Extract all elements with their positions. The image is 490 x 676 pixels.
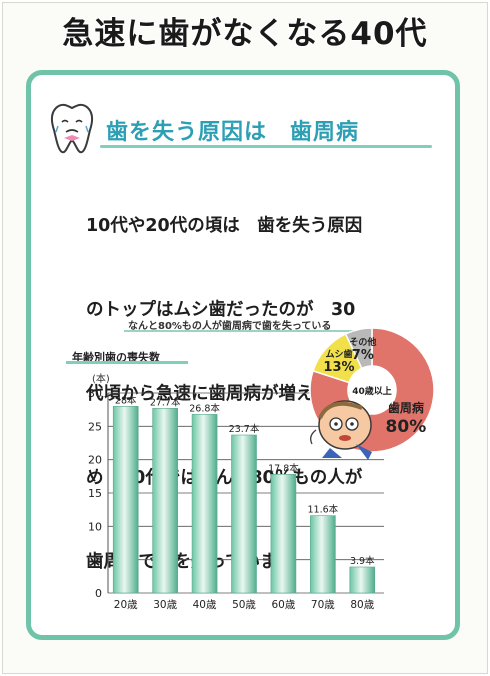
pie-slice	[344, 327, 373, 370]
pie-slice-value: 7%	[352, 348, 374, 363]
y-tick-label: 25	[88, 420, 102, 433]
y-tick-label: 0	[95, 587, 102, 600]
pie-slice-label: ムシ歯	[325, 348, 352, 360]
x-tick-label: 20歳	[114, 599, 138, 611]
x-tick-label: 80歳	[350, 599, 374, 611]
bar-value-label: 28本	[115, 394, 137, 406]
pie-slice-value: 80%	[386, 417, 427, 437]
bar	[231, 434, 257, 594]
bar-value-label: 3.9本	[350, 555, 375, 567]
y-tick-label: 5	[95, 554, 102, 567]
x-tick-label: 70歳	[311, 599, 335, 611]
bar-chart-title-underline	[66, 361, 188, 364]
y-tick-label: 10	[88, 520, 102, 533]
bar	[152, 408, 178, 594]
y-tick-label: 20	[88, 454, 102, 467]
body-line: のトップはムシ歯だったのが 30	[86, 300, 356, 320]
x-tick-label: 50歳	[232, 599, 256, 611]
bar-chart-title: 年齢別歯の喪失数	[72, 351, 160, 364]
bar	[349, 566, 376, 594]
bar-value-label: 17.8本	[268, 462, 299, 474]
bar-value-label: 26.8本	[189, 402, 220, 414]
bar	[112, 406, 139, 594]
x-tick-label: 30歳	[153, 599, 177, 611]
y-tick-label: 15	[88, 487, 102, 500]
y-axis-unit-label: (本)	[92, 372, 110, 385]
bar-value-label: 23.7本	[229, 423, 260, 435]
body-line: 代頃から急速に歯周病が増えはじ	[86, 384, 349, 404]
section-title: 歯を失う原因は 歯周病	[106, 120, 360, 145]
bar	[310, 515, 336, 594]
tooth-mascot-icon	[51, 103, 93, 154]
pie-caption-underline	[124, 330, 364, 332]
bar-value-label: 27.7本	[150, 396, 181, 408]
y-tick-label: 30	[88, 387, 102, 400]
pie-slice-label: 歯周病	[388, 400, 424, 415]
body-line: 10代や20代の頃は 歯を失う原因	[86, 216, 363, 236]
pie-slice-value: 13%	[323, 360, 354, 375]
pie-chart-title: なんと80%もの人が歯周病で歯を失っている	[128, 321, 332, 332]
x-tick-label: 40歳	[193, 599, 217, 611]
bar	[270, 474, 297, 594]
pie-center	[349, 367, 395, 413]
section-title-underline	[100, 145, 432, 148]
pie-center-label: 40歳以上	[352, 385, 392, 397]
main-title: 急速に歯がなくなる40代	[62, 16, 428, 52]
bar-chart: (本) 0 5 10 15 20 25 30 28本 20歳 27.7本 30歳 26.8本 40歳 23.…	[88, 372, 384, 611]
elderly-man-mascot-icon	[310, 400, 372, 460]
bar	[191, 414, 218, 594]
bar-value-label: 11.6本	[308, 504, 339, 516]
x-tick-label: 60歳	[271, 599, 295, 611]
pie-slice-label: その他	[349, 336, 376, 348]
